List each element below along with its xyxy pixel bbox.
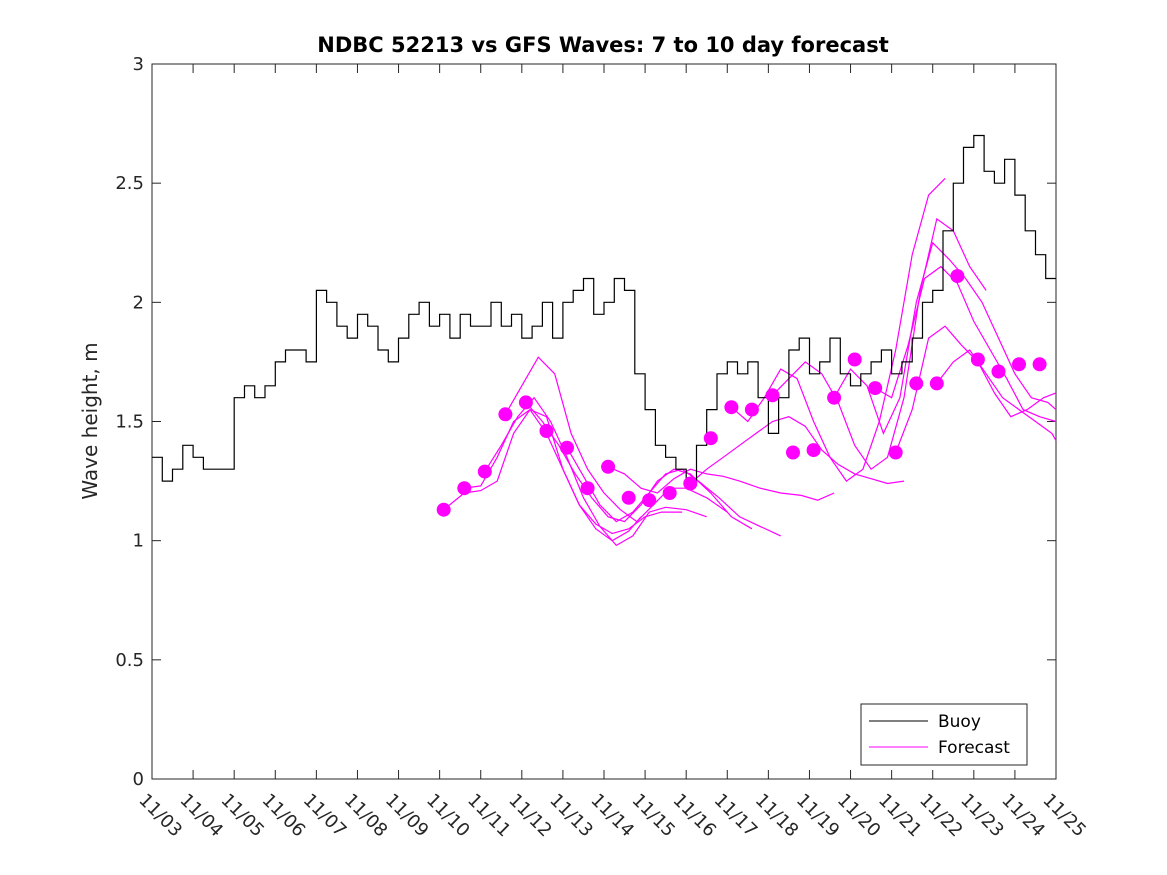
y-tick-label: 1.5 <box>115 412 144 433</box>
forecast-point <box>724 400 739 415</box>
x-tick-label: 11/12 <box>504 790 556 842</box>
x-tick-label: 11/05 <box>217 790 269 842</box>
y-tick-label: 0 <box>133 769 144 790</box>
x-tick-label: 11/24 <box>997 790 1049 842</box>
forecast-point <box>744 402 759 417</box>
y-tick-label: 2 <box>133 292 144 313</box>
forecast-point <box>929 376 944 391</box>
forecast-point <box>950 269 965 284</box>
legend-label-buoy: Buoy <box>938 712 981 732</box>
forecast-point <box>1032 357 1047 372</box>
forecast-point <box>560 440 574 455</box>
x-tick-label: 11/03 <box>134 790 186 842</box>
forecast-point <box>580 481 595 496</box>
x-tick-label: 11/11 <box>463 790 515 842</box>
x-tick-label: 11/08 <box>340 790 392 842</box>
legend-label-forecast: Forecast <box>938 738 1010 758</box>
y-tick-label: 3 <box>133 54 144 75</box>
forecast-point <box>827 390 842 405</box>
forecast-point <box>477 464 492 479</box>
forecast-point <box>457 481 472 496</box>
forecast-point <box>765 388 780 403</box>
x-tick-label: 11/13 <box>545 790 597 842</box>
x-tick-label: 11/09 <box>381 790 433 842</box>
forecast-series-line <box>772 217 987 471</box>
forecast-series-line <box>484 396 707 547</box>
x-tick-label: 11/20 <box>833 790 885 842</box>
forecast-point <box>868 381 883 396</box>
x-tick-label: 11/17 <box>710 790 762 842</box>
x-tick-label: 11/19 <box>792 790 844 842</box>
x-tick-label: 11/14 <box>586 790 638 842</box>
legend-box <box>860 703 1028 766</box>
forecast-point <box>703 431 718 446</box>
forecast-series-line <box>607 466 835 501</box>
forecast-point <box>970 352 985 367</box>
plot-area <box>151 63 1057 780</box>
y-tick-label: 1 <box>133 531 144 552</box>
buoy-series-line <box>152 134 1056 482</box>
y-axis-label: Wave height, m <box>78 342 102 499</box>
forecast-point <box>539 424 554 438</box>
y-tick-label: 0.5 <box>115 650 144 671</box>
y-tick-label: 2.5 <box>115 173 144 194</box>
forecast-series-line <box>936 349 1057 441</box>
legend: Buoy Forecast <box>860 703 1028 766</box>
x-tick-label: 11/15 <box>628 790 680 842</box>
forecast-series-line <box>833 241 1057 436</box>
forecast-point <box>518 395 533 410</box>
forecast-point <box>1012 357 1026 372</box>
x-tick-label: 11/23 <box>956 790 1008 842</box>
x-tick-label: 11/18 <box>751 790 803 842</box>
forecast-point <box>601 459 616 474</box>
x-tick-label: 11/21 <box>874 790 926 842</box>
forecast-point <box>498 407 513 422</box>
forecast-point <box>786 445 800 460</box>
forecast-series-line <box>504 356 728 523</box>
x-tick-label: 11/25 <box>1038 790 1090 842</box>
forecast-point <box>909 376 924 391</box>
x-tick-label: 11/06 <box>258 790 310 842</box>
x-tick-label: 11/04 <box>176 790 228 842</box>
forecast-point <box>621 490 636 505</box>
forecast-series-line <box>689 416 905 485</box>
forecast-point <box>683 476 698 491</box>
y-axis: 0 0.5 1 1.5 2 2.5 3 <box>115 54 1056 790</box>
forecast-point <box>888 445 903 460</box>
forecast-point <box>436 502 451 517</box>
forecast-point <box>642 493 657 508</box>
forecast-point <box>991 364 1006 379</box>
x-tick-label: 11/22 <box>915 790 967 842</box>
x-tick-label: 11/16 <box>669 790 721 842</box>
forecast-series-line <box>464 408 683 535</box>
forecast-point <box>806 443 821 458</box>
chart-title: NDBC 52213 vs GFS Waves: 7 to 10 day for… <box>317 33 888 57</box>
x-tick-label: 11/10 <box>422 790 474 842</box>
forecast-point <box>662 486 677 500</box>
forecast-point <box>847 352 862 367</box>
series-group <box>152 134 1057 547</box>
x-tick-label: 11/07 <box>299 790 351 842</box>
forecast-series-line <box>566 447 781 537</box>
